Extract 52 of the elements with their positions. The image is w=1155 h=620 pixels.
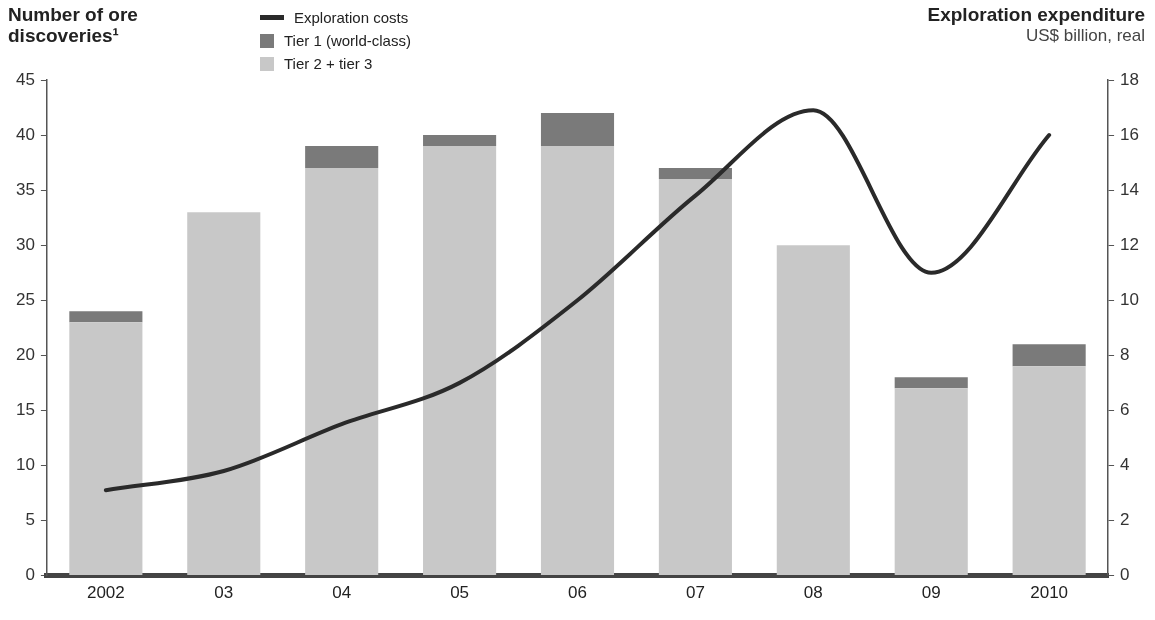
y2-tick-label: 2 bbox=[1120, 510, 1130, 530]
y-tick-label: 40 bbox=[15, 124, 35, 144]
bar bbox=[423, 135, 497, 147]
x-tick-label: 05 bbox=[450, 583, 470, 603]
y-tick-label: 15 bbox=[15, 400, 35, 420]
legend-label: Tier 2 + tier 3 bbox=[283, 54, 374, 74]
y2-tick-label: 4 bbox=[1120, 455, 1130, 475]
line-series bbox=[103, 108, 1052, 493]
bar bbox=[540, 146, 615, 576]
bar bbox=[187, 212, 261, 576]
x-tick-label: 06 bbox=[568, 583, 587, 603]
legend-label: Exploration costs bbox=[293, 8, 410, 28]
bar bbox=[305, 146, 379, 169]
y-tick-label: 45 bbox=[15, 69, 35, 89]
bar bbox=[1012, 366, 1086, 576]
bar bbox=[776, 245, 850, 576]
y2-tick-label: 18 bbox=[1120, 69, 1140, 89]
y2-tick-label: 12 bbox=[1120, 234, 1140, 254]
bar bbox=[423, 146, 497, 576]
x-tick-label: 03 bbox=[214, 583, 234, 603]
y-tick-label: 30 bbox=[15, 234, 35, 254]
bar bbox=[69, 322, 143, 576]
bar bbox=[658, 168, 732, 180]
x-tick-label: 04 bbox=[332, 583, 352, 603]
y-tick-label: 0 bbox=[25, 565, 35, 585]
x-tick-label: 2010 bbox=[1030, 583, 1069, 603]
y-tick-label: 35 bbox=[15, 179, 35, 199]
bar bbox=[894, 377, 968, 389]
y-tick-label: 20 bbox=[15, 345, 35, 365]
y-tick-label: 25 bbox=[15, 289, 35, 309]
bar bbox=[1012, 344, 1086, 367]
bar bbox=[658, 179, 732, 576]
legend-label: Tier 1 (world-class) bbox=[283, 31, 411, 51]
y2-tick-label: 16 bbox=[1120, 124, 1140, 144]
y-axis-title: Number of ore discoveries¹ bbox=[8, 4, 139, 46]
y2-tick-label: 14 bbox=[1120, 179, 1140, 199]
text: US$ billion, real bbox=[1025, 26, 1145, 46]
y2-axis-title: Exploration expenditure bbox=[927, 4, 1145, 25]
bar bbox=[540, 113, 615, 147]
y2-tick-label: 6 bbox=[1120, 400, 1130, 420]
y2-tick-label: 10 bbox=[1120, 289, 1140, 309]
bar bbox=[305, 168, 379, 576]
y-tick-label: 5 bbox=[25, 510, 35, 530]
y-tick-label: 10 bbox=[15, 455, 35, 475]
x-tick-label: 07 bbox=[685, 583, 705, 603]
bar bbox=[894, 388, 968, 576]
bar bbox=[69, 311, 143, 323]
y2-tick-label: 8 bbox=[1120, 345, 1130, 365]
x-tick-label: 09 bbox=[921, 583, 941, 603]
x-tick-label: 2002 bbox=[86, 583, 125, 603]
x-tick-label: 08 bbox=[803, 583, 823, 603]
y2-tick-label: 0 bbox=[1120, 565, 1130, 585]
